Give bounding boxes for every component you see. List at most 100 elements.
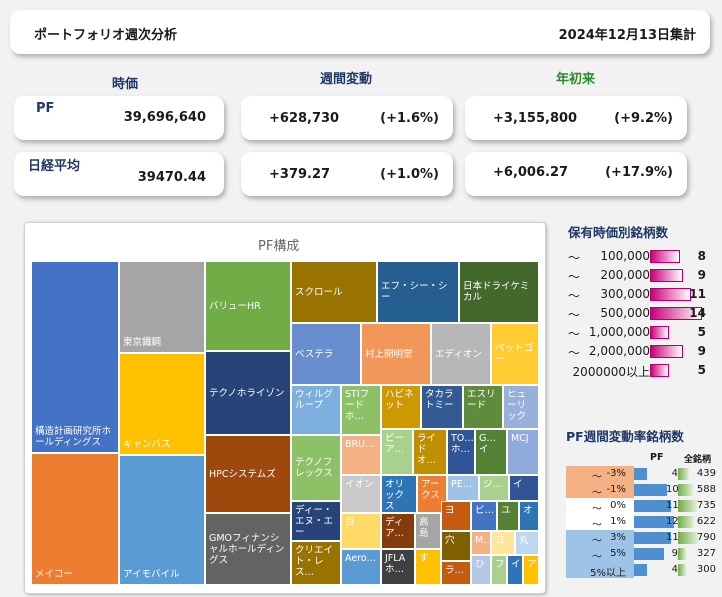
weekly-all-count: 327 (696, 548, 716, 559)
weekly-change-row: 5%以上 4 300 (566, 562, 716, 579)
nikkei-ytd-amount: +6,006.27 (493, 165, 569, 180)
treemap-cell: G…イ (475, 429, 507, 475)
weekly-pf-bar (634, 532, 671, 544)
weekly-range-label: 5%以上 (590, 568, 626, 579)
treemap-cell: 村上開明堂 (361, 323, 431, 385)
weekly-all-bar (678, 516, 694, 528)
treemap: 構造計画研究所ホールディングス メイコー 東京鐵鋼 キャンバス アイモバイル バリューHR… (31, 261, 539, 585)
col-header-value: 時価 (112, 77, 139, 92)
holdings-count-bar (650, 288, 691, 301)
holdings-row: 2000000以上 5 (566, 363, 706, 379)
treemap-cell: ひ (471, 555, 491, 585)
pf-value: 39,696,640 (123, 110, 206, 125)
header-card: ポートフォリオ週次分析 2024年12月13日集計 (10, 10, 710, 54)
treemap-cell: ヨ (441, 501, 471, 531)
treemap-cell: クリエイト・レス… (291, 541, 341, 585)
nikkei-value: 39470.44 (137, 170, 206, 185)
weekly-mark: ～ (592, 520, 602, 531)
weekly-range-label: 3% (610, 532, 626, 543)
treemap-cell: STIフードホ… (341, 385, 381, 435)
treemap-cell: ヒューリック (503, 385, 539, 429)
weekly-mark: ～ (592, 472, 602, 483)
col-header-weekly: 週間変動 (320, 72, 373, 87)
holdings-count: 5 (697, 363, 706, 377)
treemap-cell: キャンバス (119, 353, 205, 455)
treemap-panel: PF構成 構造計画研究所ホールディングス メイコー 東京鐵鋼 キャンバス アイモバイル バ… (24, 222, 546, 594)
holdings-mark: ～ (568, 327, 581, 341)
holdings-count-bar (650, 326, 669, 339)
report-date: 2024年12月13日集計 (558, 28, 696, 43)
weekly-change-row: ～ 0% 11 735 (566, 498, 716, 515)
weekly-band (566, 514, 634, 530)
weekly-band (566, 466, 634, 482)
holdings-count-bar (650, 345, 683, 358)
holdings-count-bar (650, 250, 680, 263)
page-title: ポートフォリオ週次分析 (34, 28, 178, 43)
weekly-all-bar (678, 500, 697, 512)
weekly-all-bar (678, 548, 686, 560)
treemap-cell: テクノホライゾン (205, 351, 291, 435)
weekly-col-all: 全銘柄 (684, 455, 712, 465)
treemap-cell: メイコー (31, 453, 119, 585)
nikkei-value-card: 日経平均 39470.44 (14, 152, 224, 196)
holdings-range-label: 2000000以上 (572, 365, 650, 379)
treemap-cell: タカラトミー (421, 385, 463, 429)
holdings-range-label: 200,000 (600, 268, 650, 282)
treemap-cell: ビーア… (381, 429, 413, 475)
treemap-cell: テクノフレックス (291, 435, 341, 501)
treemap-cell: スクロール (291, 261, 377, 323)
weekly-all-count: 588 (696, 484, 716, 495)
holdings-mark: ～ (568, 289, 581, 303)
weekly-change-row: ～ 1% 12 622 (566, 514, 716, 531)
holdings-count-bar (650, 307, 702, 320)
holdings-count-bar (650, 364, 669, 377)
weekly-range-label: -1% (606, 484, 626, 495)
weekly-pf-bar (634, 468, 647, 480)
nikkei-ytd-pct: (+17.9%) (605, 165, 673, 180)
holdings-mark: ～ (568, 346, 581, 360)
treemap-cell: TO…ホ… (447, 429, 475, 475)
weekly-all-count: 439 (696, 468, 716, 479)
holdings-count-bar (650, 269, 683, 282)
treemap-cell: Aero… (341, 549, 381, 585)
nikkei-label: 日経平均 (28, 159, 81, 174)
treemap-cell: BRU… (341, 435, 381, 475)
pf-weekly-amount: +628,730 (269, 111, 340, 126)
holdings-mark: ～ (568, 308, 581, 322)
treemap-cell: ア… (523, 555, 539, 585)
pf-ytd-card: +3,155,800 (+9.2%) (465, 96, 687, 140)
pf-label: PF (36, 101, 55, 116)
treemap-cell: GMOフィナンシャルホールディングス (205, 513, 291, 585)
treemap-cell: オリックス (381, 475, 417, 513)
treemap-cell: フ (491, 555, 507, 585)
nikkei-weekly-amount: +379.27 (269, 167, 331, 182)
treemap-cell: PE… (447, 475, 479, 501)
weekly-col-pf: PF (650, 452, 664, 463)
weekly-pf-count: 10 (666, 484, 679, 495)
weekly-all-count: 622 (696, 516, 716, 527)
treemap-cell: す (415, 549, 441, 585)
holdings-range-label: 100,000 (600, 249, 650, 263)
weekly-all-bar (678, 484, 693, 496)
treemap-cell: ビ… (471, 501, 497, 531)
treemap-cell: イ (507, 555, 523, 585)
holdings-row: ～ 2,000,000 9 (566, 344, 706, 360)
holdings-range-label: 2,000,000 (588, 344, 650, 358)
holdings-count: 8 (697, 249, 706, 263)
holdings-row: ～ 300,000 11 (566, 287, 706, 303)
weekly-all-count: 735 (696, 500, 716, 511)
treemap-cell: 穴 (441, 531, 471, 561)
weekly-all-count: 790 (696, 532, 716, 543)
weekly-band (566, 530, 634, 546)
weekly-pf-count: 4 (671, 564, 678, 575)
weekly-change-row: ～ 5% 9 327 (566, 546, 716, 563)
col-header-ytd: 年初来 (556, 72, 596, 87)
weekly-band (566, 546, 634, 562)
treemap-cell: アイモバイル (119, 455, 205, 585)
weekly-band (566, 498, 634, 514)
treemap-cell: ベステラ (291, 323, 361, 385)
weekly-range-label: 5% (610, 548, 626, 559)
treemap-cell: オ (519, 501, 539, 531)
pf-weekly-pct: (+1.6%) (380, 111, 439, 126)
holdings-range-label: 500,000 (600, 306, 650, 320)
